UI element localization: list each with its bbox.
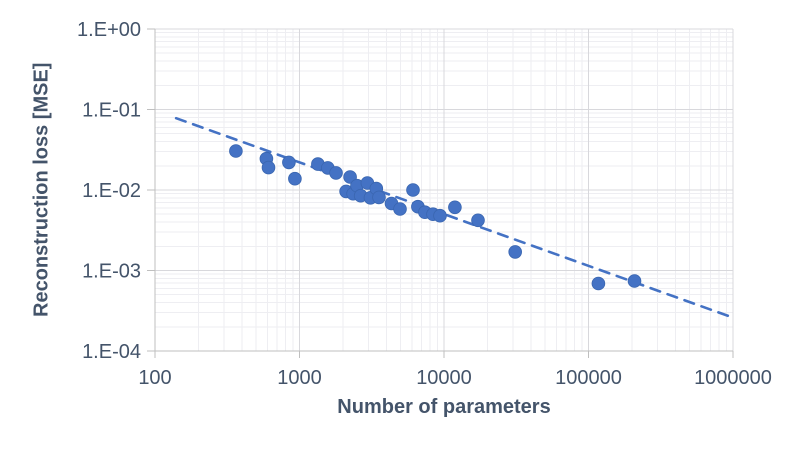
tick-labels: 1.E+00 1.E-01 1.E-02 1.E-03 1.E-04 100 1000 100… [77, 19, 772, 389]
x-axis-title: Number of parameters [337, 396, 551, 418]
data-point [406, 183, 420, 197]
data-point [433, 208, 447, 223]
data-point [372, 190, 386, 205]
data-point [393, 202, 407, 216]
y-tick-label: 1.E-01 [82, 99, 141, 121]
data-point [282, 155, 296, 170]
x-tick-label: 10000 [416, 367, 472, 389]
data-point [329, 166, 343, 180]
axis-lines [147, 28, 734, 358]
y-tick-label: 1.E+00 [77, 19, 141, 41]
trendline-group [174, 116, 735, 319]
scatter-points [229, 144, 642, 291]
data-point [288, 171, 302, 186]
data-point [448, 200, 462, 215]
x-tick-label: 1000 [277, 367, 322, 389]
data-point [229, 144, 243, 158]
y-axis-title: Reconstruction loss [MSE] [30, 62, 53, 318]
data-point [508, 245, 523, 259]
y-tick-label: 1.E-04 [82, 341, 141, 363]
trendline [174, 116, 735, 319]
x-tick-label: 100000 [555, 367, 622, 389]
data-point [627, 274, 642, 288]
y-tick-label: 1.E-03 [82, 260, 141, 282]
data-point [471, 213, 485, 228]
x-tick-label: 100 [138, 367, 171, 389]
y-tick-label: 1.E-02 [82, 180, 141, 202]
data-point [591, 276, 606, 291]
data-point [261, 160, 276, 175]
x-tick-label: 1000000 [694, 367, 772, 389]
